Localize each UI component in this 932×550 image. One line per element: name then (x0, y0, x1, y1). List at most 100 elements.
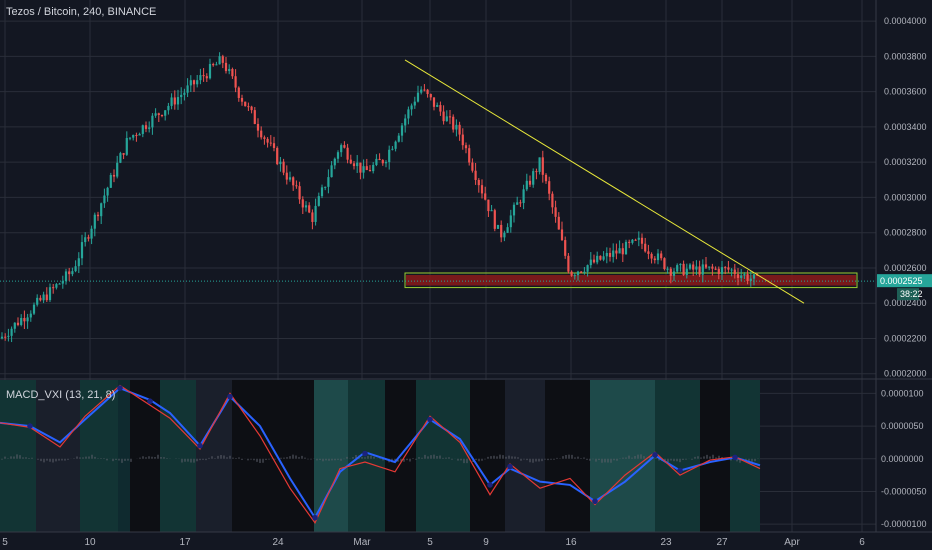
candle-body (112, 174, 116, 177)
candle-body (311, 212, 314, 222)
candle-body (141, 125, 144, 134)
candle-body (701, 264, 704, 275)
candle-body (173, 97, 176, 105)
trendline (404, 59, 805, 304)
candle-body (439, 105, 442, 112)
x-tick-label: 10 (84, 537, 96, 548)
candle-body (288, 177, 292, 180)
candle-body (560, 229, 564, 241)
cross-dot (197, 442, 203, 449)
candle-body (621, 248, 624, 255)
candle-body (474, 170, 477, 180)
macd-line (0, 386, 761, 520)
candle-body (452, 116, 455, 130)
candle-body (397, 135, 400, 142)
indicator-shade (36, 380, 80, 532)
candle-body (698, 266, 701, 275)
candle-body (71, 271, 74, 275)
candle-body (333, 158, 336, 166)
y-tick-label: 0.0002600 (884, 263, 927, 273)
candle-body (135, 135, 138, 137)
candle-body (64, 271, 68, 282)
candle-body (125, 138, 128, 155)
candle-body (308, 205, 311, 213)
cross-dot (677, 467, 683, 474)
indicator-shade (545, 380, 590, 532)
candle-body (436, 105, 439, 107)
candle-body (317, 196, 320, 206)
candle-body (583, 271, 586, 273)
y-tick-label: 0.0002000 (884, 369, 927, 379)
signal-line (0, 384, 761, 525)
candle-body (605, 252, 608, 257)
candle-body (13, 322, 16, 329)
candle-body (637, 237, 640, 240)
candle-body (167, 105, 170, 111)
candle-body (634, 239, 637, 241)
candle-body (692, 264, 695, 270)
indicator-shade (590, 380, 655, 532)
candle-body (218, 56, 221, 65)
candle-body (87, 237, 90, 239)
candle-body (580, 271, 583, 273)
candle-body (359, 162, 362, 173)
candle-body (231, 69, 234, 77)
candle-body (487, 199, 490, 212)
candle-body (532, 171, 535, 185)
candle-body (212, 64, 215, 66)
candle-body (477, 179, 480, 186)
candle-body (298, 186, 301, 200)
candle-body (160, 115, 164, 117)
candle-body (7, 335, 10, 337)
candle-body (522, 189, 525, 204)
candle-body (372, 164, 375, 172)
candle-body (362, 166, 365, 173)
candle-body (384, 162, 388, 164)
candle-body (413, 101, 416, 106)
countdown-label: 38:22 (900, 289, 923, 299)
candle-body (0, 336, 4, 339)
indicator-title: MACD_VXI (13, 21, 8) (6, 389, 116, 401)
candle-body (144, 125, 148, 129)
candle-body (42, 294, 45, 301)
candle-body (618, 248, 621, 254)
candle-body (548, 181, 551, 194)
candle-body (269, 142, 272, 144)
candle-body (653, 258, 656, 261)
candle-body (240, 97, 244, 102)
candle-body (455, 124, 458, 130)
candle-body (535, 171, 538, 173)
support-zone (406, 274, 856, 286)
candle-body (752, 274, 756, 279)
candle-body (676, 265, 679, 272)
candle-body (186, 85, 189, 93)
candle-body (717, 268, 720, 275)
candle-body (244, 101, 247, 107)
candle-body (541, 157, 544, 175)
candle-body (740, 275, 743, 278)
candle-body (327, 177, 330, 187)
candle-body (669, 268, 672, 276)
candle-body (202, 75, 205, 77)
candle-body (32, 304, 36, 314)
candle-body (573, 275, 576, 277)
candle-body (365, 166, 368, 171)
candle-body (260, 130, 263, 138)
candle-body (154, 113, 157, 116)
candle-body (352, 163, 356, 167)
candle-body (503, 232, 506, 238)
candle-body (157, 113, 160, 116)
candle-body (647, 251, 650, 254)
y-tick-label: 0.0002400 (884, 298, 927, 308)
y-tick-label: 0.0003200 (884, 157, 927, 167)
candle-body (544, 174, 548, 182)
candle-body (736, 274, 740, 278)
candle-body (471, 162, 474, 171)
cross-dot (312, 514, 318, 521)
candle-body (29, 313, 32, 318)
candle-body (468, 148, 471, 163)
candle-body (445, 116, 448, 122)
candle-body (663, 258, 666, 270)
candle-body (551, 193, 554, 208)
candle-body (458, 124, 461, 135)
